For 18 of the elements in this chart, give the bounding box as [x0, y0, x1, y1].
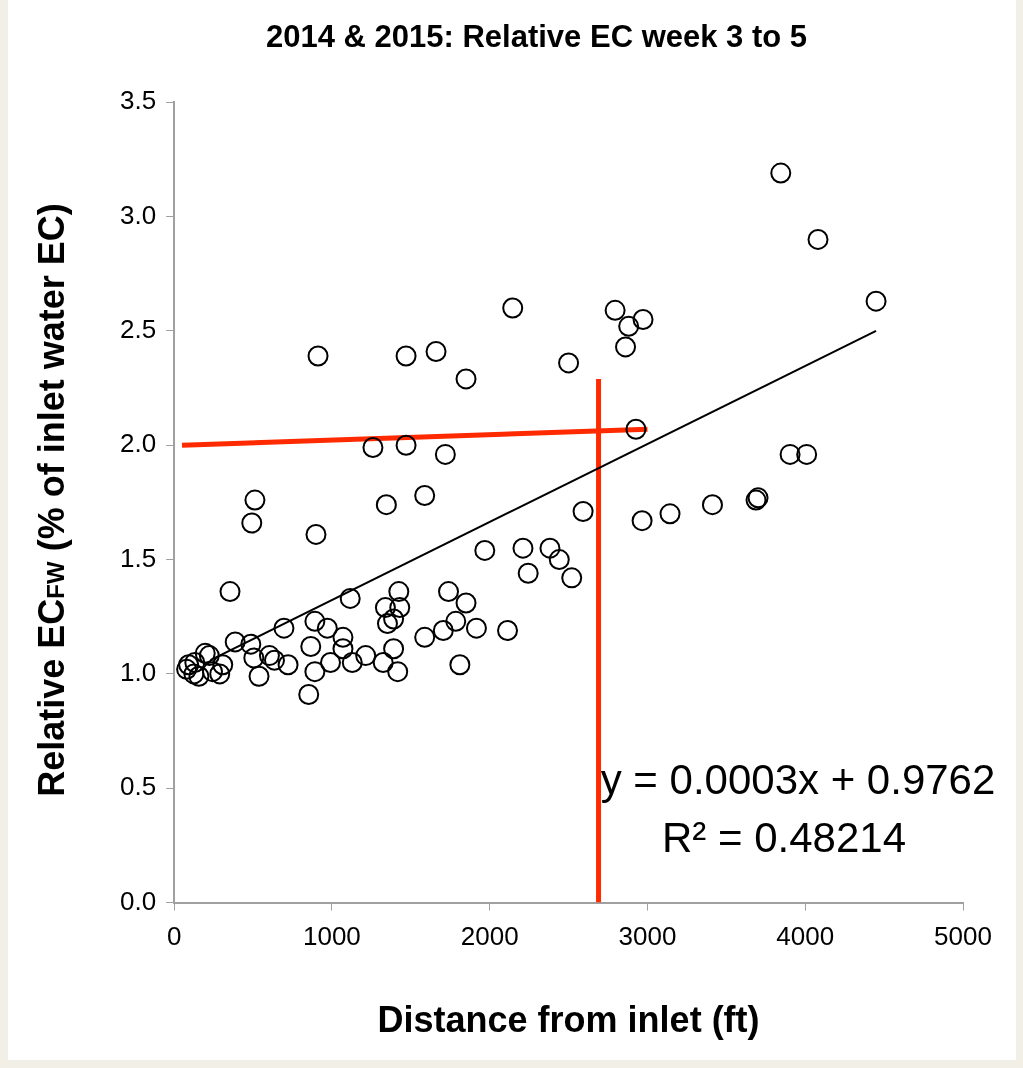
chart-title: 2014 & 2015: Relative EC week 3 to 5: [265, 19, 808, 55]
annotation: R² = 0.48214: [661, 814, 907, 862]
y-tick-label: 3.0: [119, 199, 157, 230]
x-tick-label: 1000: [302, 921, 361, 952]
y-tick-label: 3.5: [119, 85, 157, 116]
x-tick-label: 2000: [460, 921, 519, 952]
x-tick-label: 4000: [776, 921, 835, 952]
x-tick-label: 5000: [934, 921, 992, 952]
y-tick-label: 0.0: [119, 885, 157, 916]
y-tick-label: 2.0: [119, 428, 157, 459]
y-tick-label: 0.5: [119, 771, 157, 802]
y-tick-label: 2.5: [119, 314, 157, 345]
y-tick-label: 1.5: [119, 542, 157, 573]
x-tick-label: 3000: [618, 921, 677, 952]
y-tick-label: 1.0: [119, 657, 157, 688]
x-tick-label: 0: [166, 921, 182, 952]
x-axis-title: Distance from inlet (ft): [377, 999, 760, 1041]
annotation: y = 0.0003x + 0.9762: [600, 756, 996, 804]
